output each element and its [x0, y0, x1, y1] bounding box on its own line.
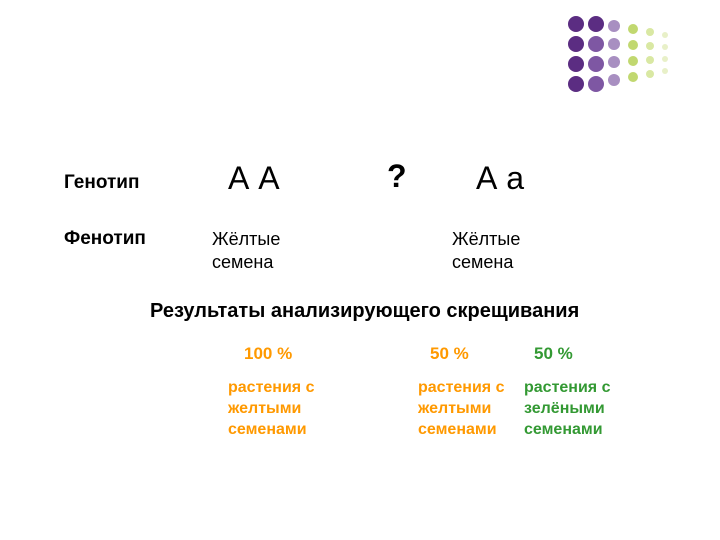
motif-dot	[662, 56, 668, 62]
result-col1-desc-l3: семенами	[228, 421, 307, 438]
motif-dot	[646, 70, 654, 78]
result-col3-desc-l1: растения с	[524, 379, 610, 396]
motif-dot	[568, 36, 584, 52]
motif-dot	[608, 56, 620, 68]
motif-dot	[628, 56, 638, 66]
result-col2-desc: растения с желтыми семенами	[418, 378, 504, 440]
result-col3-desc-l2: зелёными	[524, 400, 605, 417]
motif-dot	[662, 68, 668, 74]
result-col2-desc-l3: семенами	[418, 421, 497, 438]
genotype-question: ?	[387, 158, 407, 195]
result-col1-desc-l2: желтыми	[228, 400, 301, 417]
motif-dot	[646, 28, 654, 36]
phenotype-right-line2: семена	[452, 252, 513, 272]
genotype-left: А А	[228, 160, 280, 197]
motif-dot	[646, 42, 654, 50]
motif-dot	[646, 56, 654, 64]
corner-dot-motif	[562, 14, 702, 100]
motif-dot	[628, 24, 638, 34]
phenotype-left-line1: Жёлтые	[212, 229, 280, 249]
result-col3-desc: растения с зелёными семенами	[524, 378, 610, 440]
motif-dot	[628, 40, 638, 50]
result-col2-desc-l1: растения с	[418, 379, 504, 396]
result-col3-desc-l3: семенами	[524, 421, 603, 438]
phenotype-left: Жёлтые семена	[212, 228, 280, 273]
result-col3-percent: 50 %	[534, 344, 573, 364]
motif-dot	[608, 38, 620, 50]
results-heading: Результаты анализирующего скрещивания	[150, 300, 579, 323]
phenotype-label: Фенотип	[64, 228, 146, 250]
result-col1-desc: растения с желтыми семенами	[228, 378, 314, 440]
motif-dot	[662, 44, 668, 50]
motif-dot	[588, 76, 604, 92]
result-col2-desc-l2: желтыми	[418, 400, 491, 417]
motif-dot	[628, 72, 638, 82]
result-col1-desc-l1: растения с	[228, 379, 314, 396]
phenotype-right: Жёлтые семена	[452, 228, 520, 273]
motif-dot	[588, 36, 604, 52]
motif-dot	[568, 16, 584, 32]
motif-dot	[608, 74, 620, 86]
phenotype-right-line1: Жёлтые	[452, 229, 520, 249]
genotype-right: А а	[476, 160, 524, 197]
motif-dot	[588, 56, 604, 72]
motif-dot	[568, 76, 584, 92]
motif-dot	[608, 20, 620, 32]
genotype-label: Генотип	[64, 172, 139, 194]
result-col2-percent: 50 %	[430, 344, 469, 364]
motif-dot	[662, 32, 668, 38]
result-col1-percent: 100 %	[244, 344, 292, 364]
motif-dot	[568, 56, 584, 72]
slide-stage: Генотип Фенотип А А ? А а Жёлтые семена …	[0, 0, 720, 540]
motif-dot	[588, 16, 604, 32]
phenotype-left-line2: семена	[212, 252, 273, 272]
